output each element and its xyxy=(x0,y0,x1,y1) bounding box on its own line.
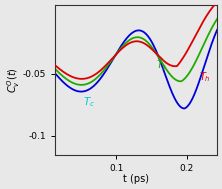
Y-axis label: $C_v^O(t)$: $C_v^O(t)$ xyxy=(5,67,22,93)
Text: $T_s$: $T_s$ xyxy=(156,59,167,72)
Text: $T_c$: $T_c$ xyxy=(83,95,95,108)
Text: $T_h$: $T_h$ xyxy=(199,70,210,84)
X-axis label: t (ps): t (ps) xyxy=(123,174,149,184)
